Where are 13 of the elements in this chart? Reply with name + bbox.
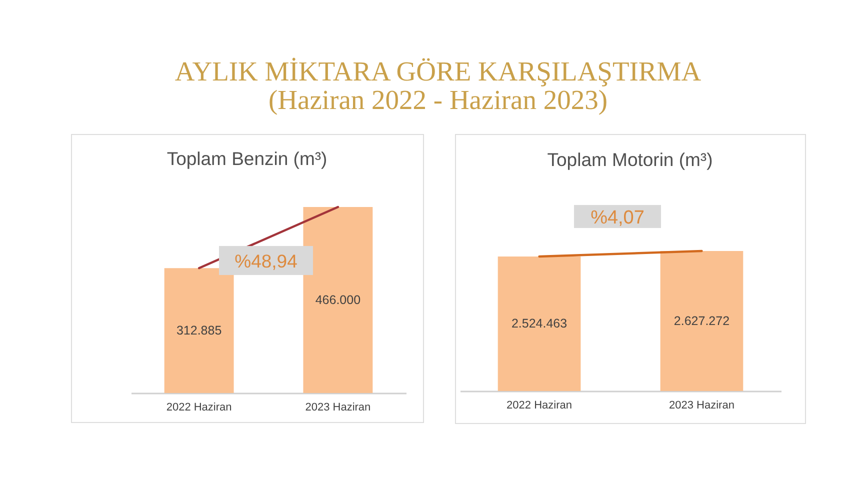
data-label: 312.885 — [176, 324, 222, 338]
chart-title: Toplam Benzin (m³) — [166, 148, 328, 169]
text: AYLIK MİKTARA GÖRE KARŞILAŞTIRMA — [174, 56, 702, 86]
chart-title: Toplam Motorin (m³) — [547, 149, 713, 170]
x-tick-label: 2022 Haziran — [166, 402, 232, 414]
x-tick-label: 2022 Haziran — [506, 400, 572, 412]
data-label: 466.000 — [315, 293, 361, 307]
x-tick-label: 2023 Haziran — [669, 400, 734, 412]
text: %4,07 — [590, 208, 644, 228]
x-tick-label: 2023 Haziran — [305, 402, 371, 414]
data-label: 2.524.463 — [511, 316, 568, 331]
data-label: 2.627.272 — [674, 314, 730, 328]
annotation: %48,94 — [234, 250, 298, 272]
